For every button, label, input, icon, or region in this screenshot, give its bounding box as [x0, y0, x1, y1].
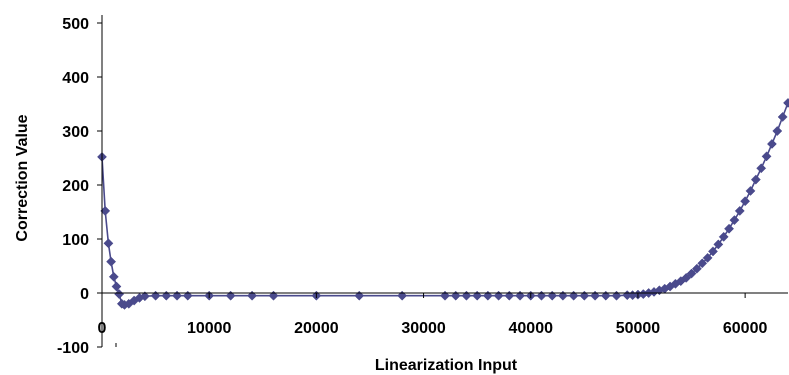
y-tick-label: 100: [62, 232, 89, 249]
data-point: [579, 290, 590, 301]
data-point: [440, 290, 450, 301]
data-point: [724, 223, 735, 234]
data-point: [150, 290, 161, 301]
data-point: [515, 290, 525, 301]
series-markers: [97, 97, 789, 310]
data-point: [691, 263, 702, 274]
data-point: [766, 139, 777, 149]
data-point: [734, 205, 745, 216]
y-tick-label: 500: [62, 16, 89, 33]
data-point: [681, 272, 692, 283]
y-axis-title: Correction Value: [14, 114, 31, 241]
data-point: [702, 252, 713, 263]
data-point: [103, 238, 114, 249]
data-point: [504, 290, 515, 301]
x-axis-title: Linearization Input: [375, 357, 518, 374]
data-point: [708, 246, 718, 257]
data-point: [590, 290, 601, 301]
data-point: [450, 290, 461, 301]
data-point: [756, 163, 767, 174]
x-tick-label: 10000: [187, 320, 232, 337]
data-point: [600, 290, 611, 301]
data-point: [172, 290, 182, 301]
data-point: [139, 291, 150, 302]
data-point: [106, 256, 117, 267]
data-point: [108, 271, 119, 282]
x-tick-label: 50000: [616, 320, 661, 337]
data-point: [718, 231, 729, 242]
data-point: [772, 126, 783, 136]
data-point: [397, 290, 408, 301]
y-tick-label: 300: [62, 124, 89, 141]
data-point: [354, 290, 365, 301]
data-point: [761, 151, 772, 162]
data-point: [111, 281, 122, 292]
data-point: [611, 290, 622, 301]
data-point: [182, 290, 193, 301]
data-point: [547, 290, 558, 301]
x-tick-label: 20000: [294, 320, 339, 337]
data-point: [783, 97, 789, 108]
x-tick-label: 40000: [509, 320, 554, 337]
data-point: [697, 258, 708, 269]
data-point: [225, 290, 236, 301]
data-point: [493, 290, 504, 301]
axes: [97, 15, 788, 348]
data-point: [557, 290, 568, 301]
data-point: [745, 185, 756, 196]
data-point: [461, 290, 472, 301]
y-tick-label: 200: [62, 178, 89, 195]
y-tick-labels: -100 0 100 200 300 400 500: [57, 16, 89, 357]
data-point: [686, 268, 697, 279]
data-point: [740, 196, 751, 207]
plot-area: [97, 97, 789, 310]
data-point: [777, 112, 788, 122]
x-tick-label: 30000: [401, 320, 446, 337]
y-tick-label: 400: [62, 70, 89, 87]
y-tick-label: -100: [57, 340, 89, 357]
data-point: [247, 290, 258, 301]
data-point: [750, 174, 761, 185]
x-tick-label: 60000: [723, 320, 768, 337]
x-tick-label: 0: [98, 320, 107, 337]
x-tick-labels: 0 10000 20000 30000 40000 50000 60000: [98, 320, 768, 337]
data-point: [568, 290, 579, 301]
data-point: [472, 290, 483, 301]
data-point: [536, 290, 547, 301]
data-point: [713, 239, 724, 250]
data-point: [482, 290, 493, 301]
data-point: [729, 215, 740, 226]
data-point: [268, 290, 279, 301]
y-tick-label: 0: [80, 286, 89, 303]
data-point: [161, 290, 172, 301]
